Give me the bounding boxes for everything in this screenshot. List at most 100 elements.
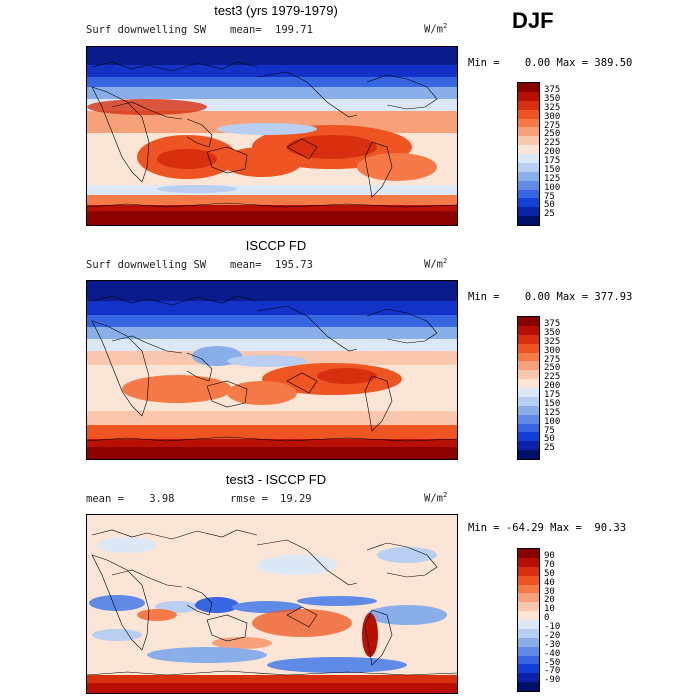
colorbar-tick-label: -10: [544, 622, 561, 632]
colorbar-tick-label: 175: [544, 156, 561, 166]
colorbar-swatch: [518, 216, 539, 225]
colorbar-tick-label: 275: [544, 354, 561, 365]
panel2-units: W/m2: [424, 257, 447, 271]
colorbar-tick-label: 275: [544, 120, 561, 131]
colorbar-swatch: [518, 432, 539, 442]
colorbar-tick-label: 100: [544, 416, 561, 427]
colorbar-swatch: [518, 379, 539, 388]
panel1-colorbar: [517, 82, 540, 226]
colorbar-swatch: [518, 91, 539, 101]
colorbar-tick-label: 50: [544, 568, 555, 579]
colorbar-tick-label: 90: [544, 551, 555, 561]
panel3-map: [86, 514, 458, 694]
colorbar-swatch: [518, 343, 539, 353]
panel2-variable-label: Surf downwelling SW: [86, 259, 207, 271]
colorbar-swatch: [518, 118, 539, 128]
colorbar-tick-label: 125: [544, 173, 561, 184]
colorbar-swatch: [518, 405, 539, 415]
panel3-title: test3 - ISCCP FD: [225, 472, 327, 487]
colorbar-tick-label: 75: [544, 425, 555, 436]
colorbar-swatch: [518, 628, 539, 638]
season-label: DJF: [512, 8, 554, 33]
colorbar-swatch: [518, 655, 539, 665]
colorbar-swatch: [518, 441, 539, 451]
colorbar-swatch: [518, 682, 539, 691]
panel3-stat-label: rmse =: [230, 493, 268, 505]
panel3-units-base: W/m: [424, 492, 443, 505]
panel1-stat-label: mean=: [230, 24, 262, 36]
colorbar-swatch: [518, 109, 539, 119]
colorbar-swatch: [518, 325, 539, 335]
colorbar-swatch: [518, 189, 539, 199]
colorbar-tick-label: 200: [544, 147, 561, 158]
colorbar-tick-label: 300: [544, 345, 561, 356]
panel1-min-max: Min = 0.00 Max = 389.50: [468, 57, 633, 69]
panel2-colorbar-labels: 375 350 325 300 275 250 225 200 175 150 125 100 75 50…: [544, 320, 584, 453]
colorbar-swatch: [518, 423, 539, 433]
colorbar-swatch: [518, 593, 539, 603]
colorbar-tick-label: 200: [544, 381, 561, 392]
colorbar-tick-label: 325: [544, 336, 561, 347]
colorbar-tick-label: 0: [544, 613, 550, 624]
panel1-map: [86, 46, 458, 226]
colorbar-tick-label: 150: [544, 164, 561, 175]
panel1-units: W/m2: [424, 22, 447, 36]
colorbar-swatch: [518, 602, 539, 612]
panel2-units-sup: 2: [442, 257, 448, 265]
panel3-units-sup: 2: [442, 491, 448, 499]
colorbar-tick-label: 50: [544, 200, 555, 211]
panel3-units: W/m2: [424, 491, 447, 505]
colorbar-tick-label: 375: [544, 319, 561, 329]
panel2-field: [87, 281, 457, 459]
colorbar-tick-label: 75: [544, 191, 555, 202]
colorbar-tick-label: 175: [544, 390, 561, 400]
panel2-colorbar: [517, 316, 540, 460]
panel1-units-sup: 2: [442, 22, 448, 30]
panel2-coastlines: [87, 295, 457, 442]
colorbar-swatch: [518, 171, 539, 181]
colorbar-tick-label: 250: [544, 363, 561, 374]
panel2-title: ISCCP FD: [245, 238, 307, 253]
colorbar-tick-label: 225: [544, 372, 561, 383]
colorbar-swatch: [518, 620, 539, 629]
colorbar-swatch: [518, 317, 539, 326]
colorbar-swatch: [518, 549, 539, 558]
panel3-coastlines: [87, 529, 457, 676]
colorbar-tick-label: 300: [544, 111, 561, 122]
colorbar-tick-label: 30: [544, 586, 555, 597]
colorbar-tick-label: 100: [544, 182, 561, 193]
panel1-field: [87, 47, 457, 225]
panel2-stat-value: 195.73: [275, 259, 313, 271]
colorbar-swatch: [518, 361, 539, 371]
panel1-colorbar-labels: 375 350 325 300 275 250 225 200 175 150 125 100 75 50…: [544, 86, 584, 219]
colorbar-swatch: [518, 450, 539, 459]
colorbar-swatch: [518, 145, 539, 154]
colorbar-swatch: [518, 388, 539, 397]
colorbar-swatch: [518, 637, 539, 647]
panel3-mean-label: mean = 3.98: [86, 493, 175, 505]
colorbar-swatch: [518, 100, 539, 110]
colorbar-tick-label: -70: [544, 666, 561, 677]
colorbar-tick-label: 350: [544, 93, 561, 104]
colorbar-tick-label: 325: [544, 102, 561, 113]
colorbar-swatch: [518, 673, 539, 683]
panel1-units-base: W/m: [424, 23, 443, 36]
panel1-stat-value: 199.71: [275, 24, 313, 36]
colorbar-tick-label: 10: [544, 604, 555, 615]
colorbar-swatch: [518, 180, 539, 190]
panel3-field: [87, 515, 457, 693]
panel1-title: test3 (yrs 1979-1979): [214, 3, 338, 18]
panel1-coastlines: [87, 61, 457, 208]
colorbar-swatch: [518, 575, 539, 585]
colorbar-swatch: [518, 557, 539, 567]
panel3-stat-value: 19.29: [280, 493, 312, 505]
panel3-min-max: Min = -64.29 Max = 90.33: [468, 522, 627, 534]
colorbar-swatch: [518, 584, 539, 594]
panel1-variable-label: Surf downwelling SW: [86, 24, 207, 36]
colorbar-tick-label: 125: [544, 407, 561, 418]
colorbar-swatch: [518, 154, 539, 163]
colorbar-tick-label: 250: [544, 129, 561, 140]
colorbar-swatch: [518, 162, 539, 172]
colorbar-swatch: [518, 207, 539, 217]
colorbar-swatch: [518, 83, 539, 92]
